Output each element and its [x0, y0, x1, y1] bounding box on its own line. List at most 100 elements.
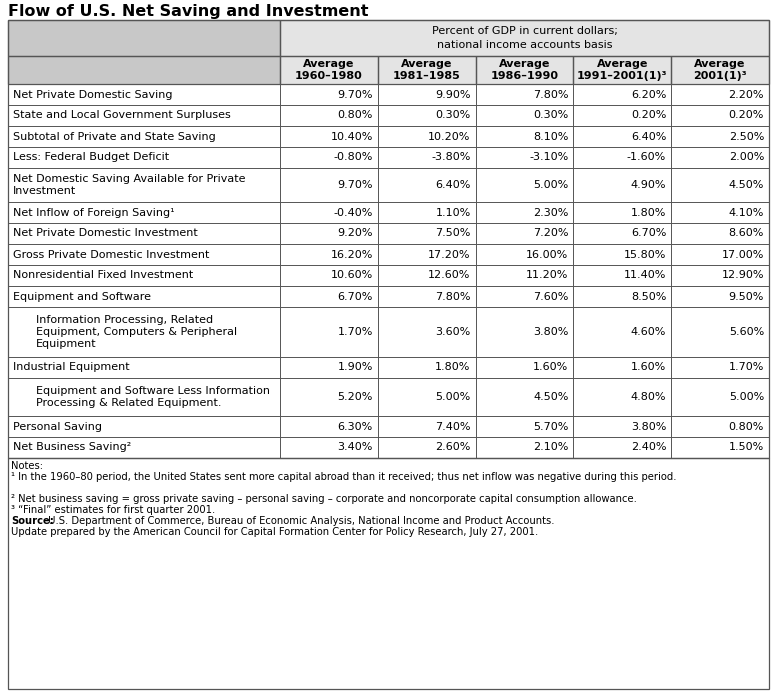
- Bar: [476, 286, 573, 307]
- Bar: [378, 168, 476, 202]
- Text: 4.10%: 4.10%: [729, 208, 764, 217]
- Bar: [573, 84, 671, 105]
- Text: 9.20%: 9.20%: [337, 228, 373, 239]
- Bar: [671, 416, 769, 437]
- Bar: [671, 126, 769, 147]
- Text: 1.80%: 1.80%: [435, 363, 471, 372]
- Text: 2.50%: 2.50%: [729, 131, 764, 141]
- Text: 3.60%: 3.60%: [435, 327, 471, 337]
- Bar: [378, 378, 476, 416]
- Bar: [671, 56, 769, 84]
- Text: 7.40%: 7.40%: [435, 421, 471, 432]
- Text: 1.80%: 1.80%: [631, 208, 666, 217]
- Text: -0.80%: -0.80%: [333, 152, 373, 163]
- Text: Average
1960–1980: Average 1960–1980: [295, 59, 363, 82]
- Bar: [8, 416, 280, 437]
- Text: Net Business Saving²: Net Business Saving²: [13, 442, 131, 453]
- Text: ³ “Final” estimates for first quarter 2001.: ³ “Final” estimates for first quarter 20…: [11, 505, 215, 515]
- Text: 15.80%: 15.80%: [624, 250, 666, 260]
- Bar: [378, 244, 476, 265]
- Bar: [476, 202, 573, 223]
- Bar: [280, 126, 378, 147]
- Text: 9.90%: 9.90%: [435, 89, 471, 100]
- Text: Less: Federal Budget Deficit: Less: Federal Budget Deficit: [13, 152, 169, 163]
- Text: -3.80%: -3.80%: [431, 152, 471, 163]
- Text: 2.60%: 2.60%: [435, 442, 471, 453]
- Text: 1.60%: 1.60%: [631, 363, 666, 372]
- Text: ¹ In the 1960–80 period, the United States sent more capital abroad than it rece: ¹ In the 1960–80 period, the United Stat…: [11, 472, 677, 482]
- Text: 3.40%: 3.40%: [337, 442, 373, 453]
- Text: Source:: Source:: [11, 516, 54, 526]
- Bar: [280, 223, 378, 244]
- Bar: [8, 357, 280, 378]
- Text: 1.70%: 1.70%: [337, 327, 373, 337]
- Text: 16.00%: 16.00%: [526, 250, 569, 260]
- Bar: [671, 168, 769, 202]
- Bar: [671, 223, 769, 244]
- Text: 11.40%: 11.40%: [624, 271, 666, 280]
- Text: Update prepared by the American Council for Capital Formation Center for Policy : Update prepared by the American Council …: [11, 527, 538, 537]
- Text: 7.60%: 7.60%: [533, 291, 569, 302]
- Bar: [8, 20, 769, 458]
- Bar: [573, 223, 671, 244]
- Bar: [8, 168, 280, 202]
- Bar: [476, 168, 573, 202]
- Text: 6.40%: 6.40%: [631, 131, 666, 141]
- Bar: [280, 84, 378, 105]
- Text: 9.70%: 9.70%: [337, 89, 373, 100]
- Text: 6.70%: 6.70%: [337, 291, 373, 302]
- Bar: [8, 307, 280, 357]
- Text: 6.70%: 6.70%: [631, 228, 666, 239]
- Text: 0.80%: 0.80%: [729, 421, 764, 432]
- Bar: [8, 378, 280, 416]
- Text: 3.80%: 3.80%: [631, 421, 666, 432]
- Bar: [573, 126, 671, 147]
- Text: 6.30%: 6.30%: [337, 421, 373, 432]
- Text: Flow of U.S. Net Saving and Investment: Flow of U.S. Net Saving and Investment: [8, 4, 368, 19]
- Bar: [476, 105, 573, 126]
- Text: Average
1981–1985: Average 1981–1985: [393, 59, 461, 82]
- Text: 5.70%: 5.70%: [533, 421, 569, 432]
- Text: Net Private Domestic Investment: Net Private Domestic Investment: [13, 228, 198, 239]
- Text: 5.00%: 5.00%: [435, 392, 471, 402]
- Text: Net Inflow of Foreign Saving¹: Net Inflow of Foreign Saving¹: [13, 208, 175, 217]
- Text: 10.60%: 10.60%: [330, 271, 373, 280]
- Text: 2.20%: 2.20%: [729, 89, 764, 100]
- Bar: [378, 147, 476, 168]
- Text: -3.10%: -3.10%: [529, 152, 569, 163]
- Text: 2.30%: 2.30%: [533, 208, 569, 217]
- Bar: [573, 202, 671, 223]
- Bar: [8, 105, 280, 126]
- Bar: [378, 437, 476, 458]
- Text: 0.20%: 0.20%: [729, 111, 764, 120]
- Bar: [8, 458, 769, 689]
- Text: Nonresidential Fixed Investment: Nonresidential Fixed Investment: [13, 271, 193, 280]
- Text: 7.80%: 7.80%: [435, 291, 471, 302]
- Bar: [476, 126, 573, 147]
- Text: Average
2001(1)³: Average 2001(1)³: [693, 59, 747, 82]
- Bar: [573, 378, 671, 416]
- Text: Equipment and Software Less Information
Processing & Related Equipment.: Equipment and Software Less Information …: [36, 386, 270, 408]
- Bar: [8, 265, 280, 286]
- Text: 3.80%: 3.80%: [533, 327, 569, 337]
- Bar: [8, 20, 280, 56]
- Text: 17.20%: 17.20%: [428, 250, 471, 260]
- Bar: [573, 357, 671, 378]
- Bar: [280, 168, 378, 202]
- Bar: [8, 84, 280, 105]
- Text: 1.90%: 1.90%: [337, 363, 373, 372]
- Bar: [671, 147, 769, 168]
- Bar: [476, 378, 573, 416]
- Bar: [378, 126, 476, 147]
- Bar: [671, 265, 769, 286]
- Bar: [378, 265, 476, 286]
- Text: Notes:: Notes:: [11, 461, 43, 471]
- Bar: [671, 437, 769, 458]
- Text: 12.90%: 12.90%: [722, 271, 764, 280]
- Text: 1.60%: 1.60%: [533, 363, 569, 372]
- Bar: [378, 84, 476, 105]
- Text: Average
1986–1990: Average 1986–1990: [490, 59, 559, 82]
- Text: Net Private Domestic Saving: Net Private Domestic Saving: [13, 89, 172, 100]
- Bar: [8, 286, 280, 307]
- Bar: [280, 286, 378, 307]
